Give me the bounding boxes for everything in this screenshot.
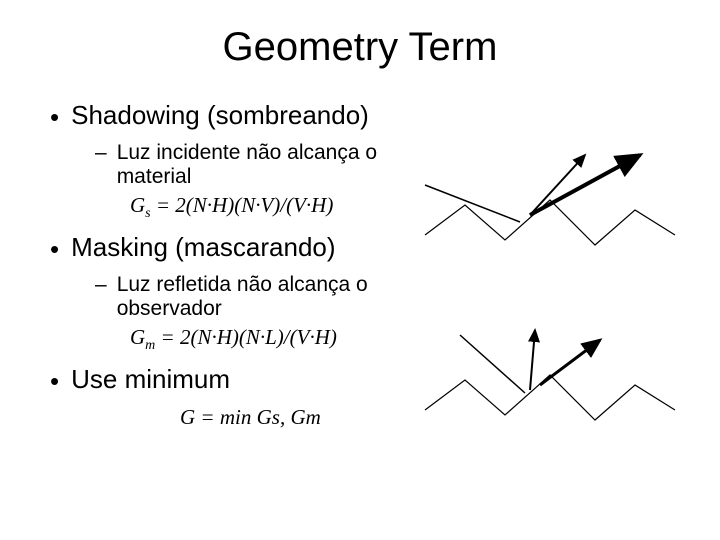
bullet-shadowing: • Shadowing (sombreando) (50, 100, 680, 133)
bullet-dot-icon: • (50, 366, 59, 397)
sub-bullet-masking: – Luz refletida não alcança o observador (95, 273, 680, 321)
diagram-masking (420, 325, 680, 435)
bullet-dot-icon: • (50, 234, 59, 265)
bullet-dot-icon: • (50, 102, 59, 133)
shadowing-subtext: Luz incidente não alcança o material (117, 141, 457, 189)
minimum-heading: Use minimum (71, 364, 230, 395)
dash-icon: – (95, 141, 107, 165)
diagram-shadowing (420, 150, 680, 260)
masking-subtext: Luz refletida não alcança o observador (117, 273, 457, 321)
shadowing-heading: Shadowing (sombreando) (71, 100, 411, 131)
slide-title: Geometry Term (40, 25, 680, 70)
dash-icon: – (95, 273, 107, 297)
masking-heading: Masking (mascarando) (71, 232, 335, 263)
